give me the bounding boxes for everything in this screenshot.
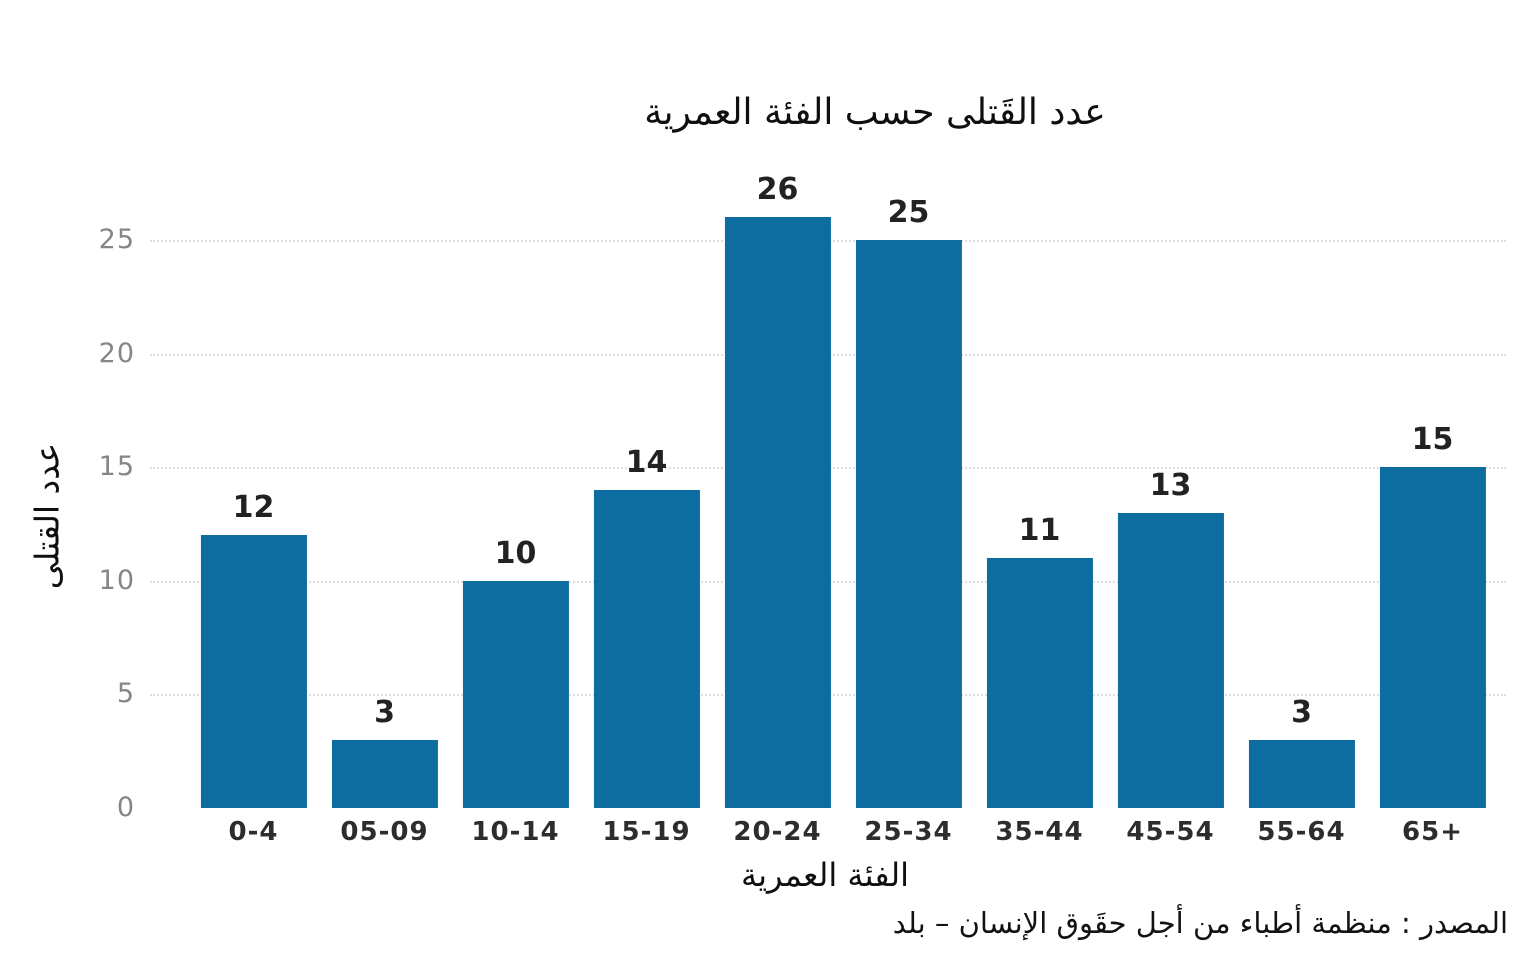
x-tick-label: 20-24	[733, 817, 822, 847]
bar-slot: 10	[450, 208, 581, 808]
y-axis-tick-labels: 0 5 10 15 20 25	[60, 0, 135, 977]
y-tick-label: 10	[98, 564, 135, 596]
x-tick-label: 0-4	[228, 817, 279, 847]
x-tick-label: 55-64	[1257, 817, 1346, 847]
bar-value-label: 10	[494, 536, 537, 571]
bar	[1117, 513, 1224, 808]
bar-value-label: 13	[1149, 468, 1192, 503]
bar-slot: 15	[1367, 208, 1498, 808]
bar-slot: 26	[712, 173, 843, 808]
bar	[724, 217, 831, 808]
bar-slot: 13	[1105, 208, 1236, 808]
x-axis-title: الفئة العمرية	[740, 856, 910, 894]
x-tick-label: 45-54	[1126, 817, 1215, 847]
x-tick-label: 15-19	[602, 817, 691, 847]
bar-slot: 14	[581, 208, 712, 808]
y-tick-label: 15	[98, 451, 135, 483]
bar-slot: 3	[319, 208, 450, 808]
bar	[462, 581, 569, 808]
bar	[855, 240, 962, 808]
bar-value-label: 3	[1291, 695, 1312, 730]
chart-title: عدد القَتلى حسب الفئة العمرية	[644, 92, 1106, 133]
y-tick-label: 20	[98, 337, 135, 369]
bar-value-label: 15	[1411, 422, 1454, 457]
bar	[200, 535, 307, 808]
x-tick-label: 05-09	[340, 817, 429, 847]
bar-value-label: 26	[756, 172, 799, 207]
bar-slot: 11	[974, 208, 1105, 808]
bar-value-label: 11	[1018, 513, 1061, 548]
bar-slot: 3	[1236, 208, 1367, 808]
bar-value-label: 14	[625, 445, 668, 480]
bar-slot: 25	[843, 196, 974, 808]
bar	[331, 740, 438, 808]
bar	[986, 558, 1093, 808]
y-tick-label: 0	[116, 792, 135, 823]
bar	[1379, 467, 1486, 808]
x-tick-label: 65+	[1402, 817, 1463, 847]
x-tick-label: 10-14	[471, 817, 560, 847]
bar-value-label: 3	[374, 695, 395, 730]
bar-value-label: 25	[887, 195, 930, 230]
x-axis-tick-labels: 0-4 05-09 10-14 15-19 20-24 25-34 35-44 45-54 55…	[188, 817, 1498, 847]
x-tick-label: 25-34	[864, 817, 953, 847]
x-tick-label: 35-44	[995, 817, 1084, 847]
source-note: المصدر : منظمة أطباء من أجل حقَوق الإنسا…	[892, 906, 1508, 940]
bar	[593, 490, 700, 808]
bar-slot: 12	[188, 208, 319, 808]
y-tick-label: 5	[116, 678, 135, 710]
bar-value-label: 12	[232, 490, 275, 525]
bars-container: 12 3 10 14 26 25 11 13 3 15	[188, 173, 1498, 808]
bar	[1248, 740, 1355, 808]
plot-area: 12 3 10 14 26 25 11 13 3 15	[150, 173, 1506, 808]
y-tick-label: 25	[98, 224, 135, 255]
